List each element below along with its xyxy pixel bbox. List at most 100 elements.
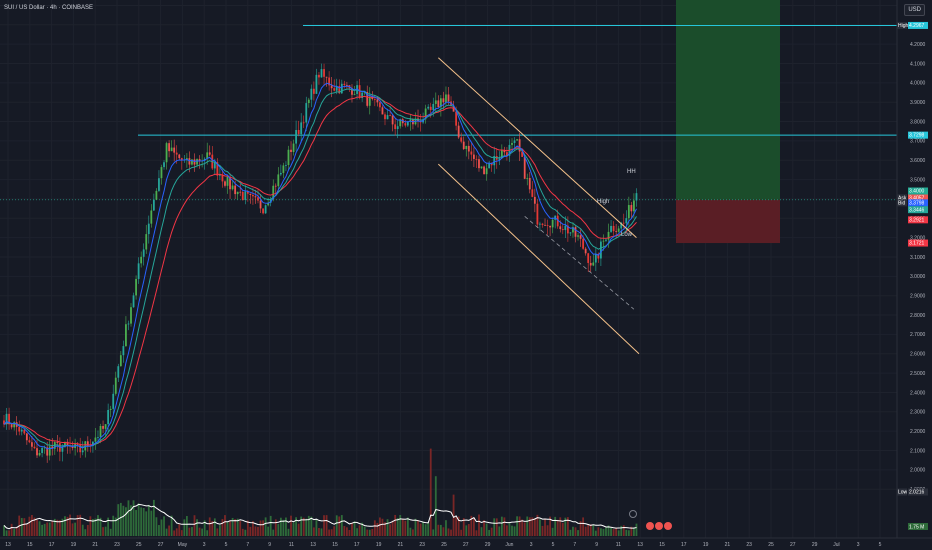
- volume-bar: [69, 514, 71, 536]
- time-tick-label: 25: [441, 542, 447, 548]
- volume-bar: [295, 517, 297, 536]
- volume-bar: [236, 518, 239, 536]
- volume-bar: [579, 521, 582, 536]
- candle-body: [500, 150, 503, 159]
- candle-body: [328, 77, 331, 86]
- volume-bar: [51, 521, 54, 536]
- volume-bar: [346, 527, 348, 536]
- volume-bar: [587, 524, 590, 536]
- volume-bar: [196, 519, 198, 536]
- candle-body: [203, 158, 206, 161]
- currency-button[interactable]: USD: [904, 4, 925, 16]
- volume-bar: [338, 516, 341, 536]
- volume-bar: [635, 523, 638, 536]
- candle-body: [630, 205, 633, 212]
- volume-bar: [188, 527, 191, 536]
- descending-channel[interactable]: [437, 57, 640, 355]
- candle-body: [196, 159, 198, 165]
- channel-bottom-line[interactable]: [437, 163, 640, 355]
- candle-body: [452, 106, 455, 112]
- event-icons[interactable]: [629, 510, 673, 531]
- event-icon[interactable]: [655, 522, 663, 530]
- candle-body: [229, 176, 231, 190]
- volume-bar: [155, 517, 158, 536]
- volume-bar: [56, 519, 59, 536]
- time-tick-label: 25: [136, 542, 142, 548]
- price-tag-label-bg: [897, 488, 907, 496]
- volume-bar: [193, 515, 196, 536]
- candle-body: [615, 231, 618, 232]
- price-tag-label: Bid: [898, 200, 905, 206]
- volume-bar: [262, 520, 264, 536]
- candle-body: [551, 219, 554, 228]
- candle-body: [602, 240, 605, 242]
- candle-body: [274, 185, 277, 187]
- profit-zone[interactable]: [676, 0, 780, 200]
- candle-body: [155, 190, 158, 200]
- candle-body: [38, 452, 41, 456]
- candle-body: [226, 176, 229, 186]
- time-tick-label: Jul: [833, 542, 839, 548]
- volume-bar: [536, 514, 539, 536]
- position-zone[interactable]: [676, 0, 780, 244]
- volume-bar: [605, 527, 607, 536]
- event-icon[interactable]: [664, 522, 672, 530]
- volume-bar: [406, 517, 409, 536]
- candle-body: [556, 215, 559, 227]
- volume-bar: [269, 515, 272, 536]
- price-tick-label: 3.0000: [910, 274, 926, 280]
- candle-body: [457, 125, 460, 138]
- time-tick-label: 3: [857, 542, 860, 548]
- candle-body: [277, 174, 280, 187]
- channel-top-line[interactable]: [438, 57, 637, 239]
- event-icon[interactable]: [646, 522, 654, 530]
- price-tag-value: 3.4057: [909, 195, 925, 201]
- candle-body: [219, 174, 221, 176]
- candle-body: [493, 156, 496, 166]
- volume-bar: [523, 522, 526, 536]
- volume-bar: [79, 514, 82, 536]
- candle-body: [300, 122, 303, 134]
- volume-bar: [307, 515, 310, 536]
- candle-body: [64, 441, 66, 447]
- candle-body: [269, 198, 272, 203]
- candle-body: [31, 442, 33, 447]
- volume-bar: [142, 508, 145, 536]
- candle-body: [140, 256, 143, 264]
- volume-bar: [607, 525, 610, 536]
- channel-mid-line[interactable]: [524, 216, 635, 310]
- volume-bar: [437, 524, 440, 536]
- candle-body: [612, 225, 615, 232]
- time-axis[interactable]: 13 15 17 19 21 23 25 27 May 3 5 7 9 11 13 15 17 19 21 23 25 2…: [5, 542, 881, 548]
- price-tag-label: Ask: [898, 195, 907, 201]
- candle-body: [511, 142, 513, 145]
- price-tick-label: 3.9000: [910, 100, 926, 106]
- candle-body: [470, 151, 473, 155]
- symbol-title[interactable]: SUI / US Dollar · 4h · COINBASE: [4, 5, 94, 11]
- candle-body: [467, 145, 470, 152]
- candle-body: [119, 355, 122, 367]
- volume-bar: [117, 504, 120, 536]
- volume-bar: [554, 516, 557, 536]
- candle-body: [544, 224, 546, 226]
- candle-body: [239, 191, 242, 193]
- price-tag-value: 3.3798: [909, 200, 925, 206]
- volume-bar: [107, 517, 110, 536]
- volume-bar: [401, 519, 404, 536]
- loss-zone[interactable]: [676, 199, 780, 244]
- candle-body: [125, 324, 127, 347]
- candle-body: [76, 443, 79, 445]
- volume-bar: [396, 518, 399, 536]
- volume-bar: [452, 494, 455, 536]
- volume-bar: [348, 530, 351, 536]
- volume-bar: [112, 515, 115, 536]
- flag-icon[interactable]: [629, 510, 637, 518]
- volume-bar: [490, 527, 493, 536]
- candle-body: [587, 253, 590, 263]
- candle-body: [541, 223, 544, 225]
- volume-bar: [3, 525, 5, 536]
- candle-body: [521, 151, 524, 157]
- candle-body: [178, 154, 181, 159]
- horizontal-levels[interactable]: [0, 24, 897, 201]
